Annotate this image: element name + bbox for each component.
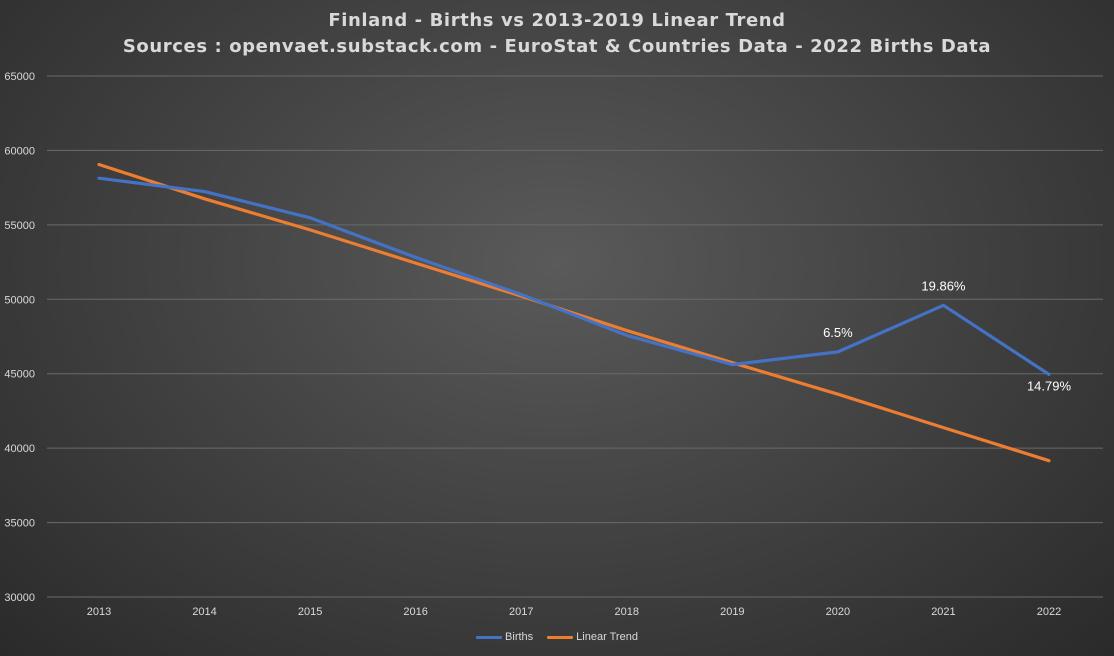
- legend: Births Linear Trend: [0, 631, 1114, 643]
- x-tick-label: 2014: [192, 606, 216, 618]
- legend-label-linear-trend: Linear Trend: [576, 631, 638, 643]
- y-tick-label: 30000: [4, 592, 35, 604]
- data-labels: 6.5% 19.86% 14.79%: [823, 278, 1071, 393]
- x-tick-label: 2018: [615, 606, 639, 618]
- legend-swatch-linear-trend: [547, 635, 574, 639]
- x-tick-label: 2020: [826, 606, 850, 618]
- y-tick-label: 40000: [4, 443, 35, 455]
- legend-item-linear-trend[interactable]: Linear Trend: [547, 631, 638, 643]
- series-line-linear-trend[interactable]: [97, 162, 1051, 463]
- chart-subtitle: Sources : openvaet.substack.com - EuroSt…: [122, 36, 992, 57]
- y-tick-label: 45000: [4, 369, 35, 381]
- x-tick-label: 2016: [403, 606, 427, 618]
- chart-title: Finland - Births vs 2013-2019 Linear Tre…: [328, 10, 786, 31]
- y-tick-label: 55000: [4, 220, 35, 232]
- data-label: 14.79%: [1027, 378, 1072, 393]
- gridlines: [47, 75, 1103, 598]
- chart-title-block: Finland - Births vs 2013-2019 Linear Tre…: [0, 8, 1114, 60]
- x-tick-label: 2013: [87, 606, 111, 618]
- x-tick-label: 2015: [298, 606, 322, 618]
- data-label: 6.5%: [823, 325, 853, 340]
- x-tick-label: 2022: [1037, 606, 1061, 618]
- data-label: 19.86%: [921, 278, 966, 293]
- x-tick-label: 2021: [931, 606, 955, 618]
- legend-item-births[interactable]: Births: [476, 631, 533, 643]
- series-line-births[interactable]: [97, 176, 1051, 376]
- y-tick-label: 35000: [4, 518, 35, 530]
- x-axis-tick-labels: 2013 2014 2015 2016 2017 2018 2019 2020 2021 2022: [87, 606, 1061, 618]
- y-tick-label: 50000: [4, 294, 35, 306]
- series-lines: [97, 162, 1051, 463]
- y-tick-label: 65000: [4, 71, 35, 83]
- legend-swatch-births: [476, 635, 503, 639]
- x-tick-label: 2017: [509, 606, 533, 618]
- y-axis-tick-labels: 30000 35000 40000 45000 50000 55000 60000 65000: [4, 71, 35, 604]
- legend-label-births: Births: [505, 631, 534, 643]
- x-tick-label: 2019: [720, 606, 744, 618]
- y-tick-label: 60000: [4, 145, 35, 157]
